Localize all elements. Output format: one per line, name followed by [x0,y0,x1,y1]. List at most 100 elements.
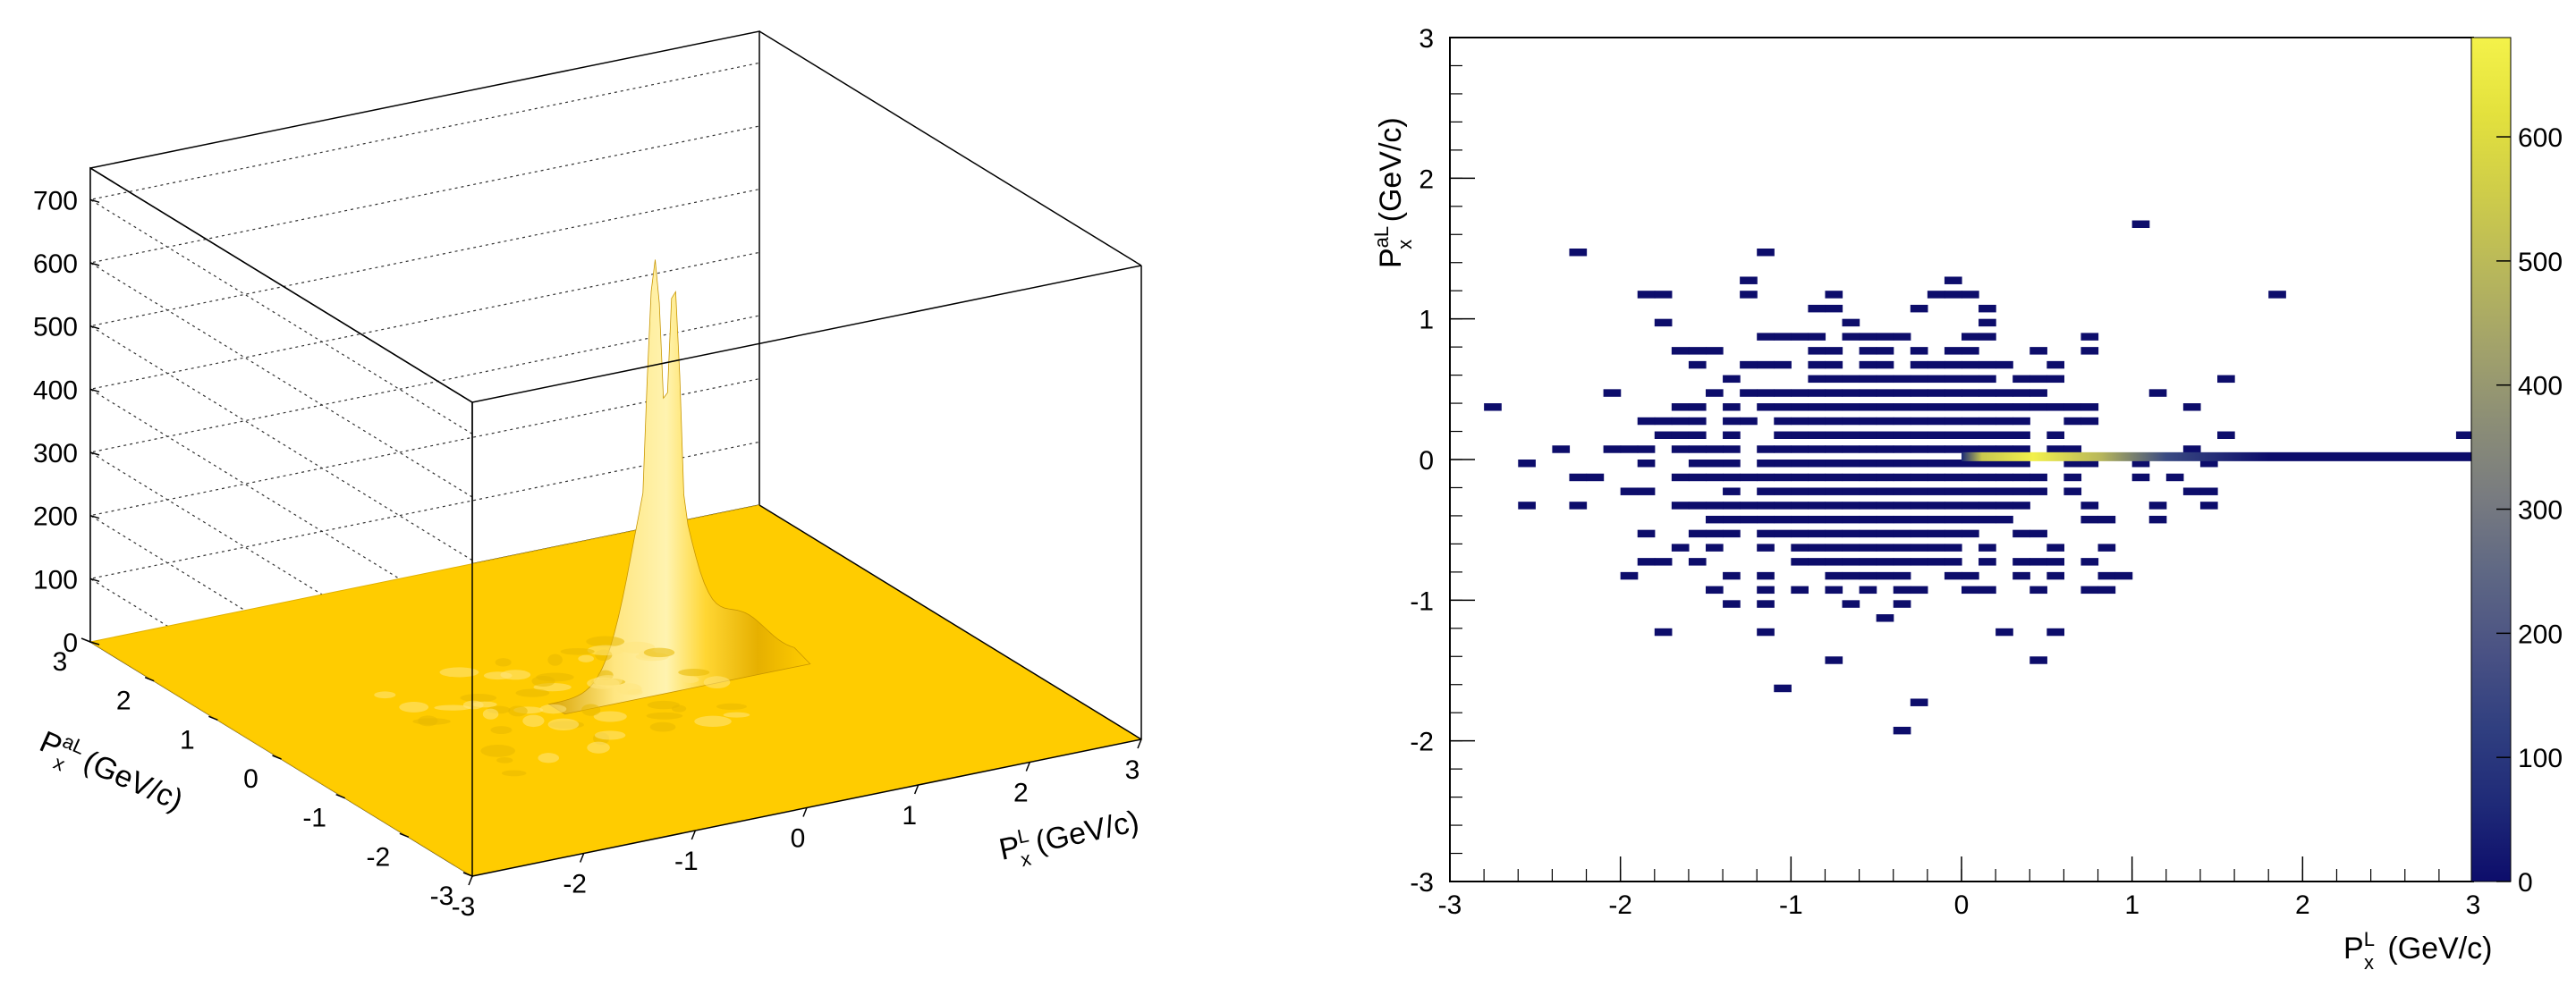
surface-z-tick-label: 0 [63,628,78,658]
histogram-cell [2080,558,2099,566]
histogram-cell [2165,473,2184,482]
histogram-x-tick-label: 2 [2295,890,2310,920]
histogram-cell [2046,628,2064,637]
histogram-cell [1518,502,1536,510]
histogram-x-tick-label: -2 [1608,890,1632,920]
histogram-cell [1927,502,1945,510]
histogram-cell [1910,473,1928,482]
histogram-cell [1825,389,1843,397]
histogram-cell [1876,389,1894,397]
histogram-cell [1859,529,1877,538]
histogram-cell [1791,403,1809,411]
surface-ripple [694,715,732,728]
histogram-cell [1962,586,1979,595]
histogram-cell [1893,460,1911,468]
surface-z-tick-label: 500 [33,313,78,342]
histogram-cell [1962,347,1979,355]
surface-ripple [578,654,595,662]
surface-gridline [89,378,760,751]
histogram-cell [1740,417,1758,426]
histogram-cell [2182,487,2201,495]
surface-y-tick-label: -3 [430,882,454,911]
histogram-cell [1876,502,1894,510]
histogram-cell [1859,360,1877,369]
histogram-cell [1774,515,1792,524]
histogram-cell [1979,502,1996,510]
histogram-cell [2029,487,2047,495]
histogram-cell [1774,360,1792,369]
histogram-cell [2012,417,2030,426]
histogram-y-tick-label: -2 [1410,728,1434,757]
histogram-cell [1774,431,1792,439]
histogram-cell [1962,389,1979,397]
surface-x-tick-label: -2 [563,870,587,899]
surface-y-tick-label: -1 [302,804,326,833]
histogram-cell [1979,515,1996,524]
histogram-cell [2046,558,2064,566]
histogram-cell [1757,586,1775,595]
histogram-cell [1706,347,1724,355]
surface-ripple [412,718,451,725]
histogram-cell [1791,558,1809,566]
histogram-cell [1706,544,1724,552]
histogram-cell [1910,698,1928,706]
histogram-cell [1893,333,1911,341]
histogram-x-ticks: -3 -2 -1 0 1 2 3 [1438,856,2480,920]
colorbar [2470,37,2512,882]
surface-ripple [643,647,675,658]
histogram-cell [1979,445,1996,453]
histogram-cell [2046,571,2064,580]
histogram-cell [1876,347,1894,355]
histogram-cell [1979,417,1996,426]
histogram-cell [1910,360,1928,369]
histogram-cell [1876,529,1894,538]
histogram-cell [1825,347,1843,355]
histogram-cell [2029,375,2047,384]
histogram-cell [1637,460,1656,468]
histogram-cell [1791,515,1809,524]
histogram-cell [1842,431,1860,439]
histogram-cell [1962,375,1979,384]
histogram-cell [1876,544,1894,552]
histogram-cell [1825,586,1843,595]
histogram-cell [1996,417,2013,426]
histogram-cell [1723,375,1741,384]
histogram-cell [1927,558,1945,566]
histogram-cell [1893,403,1911,411]
histogram-cell [2012,375,2030,384]
histogram-cell [1876,460,1894,468]
histogram-cell [1859,417,1877,426]
surface-ripple [587,741,610,754]
histogram-cell [1876,614,1894,622]
surface-ripple [522,714,545,728]
histogram-y-tick-label: 1 [1419,306,1434,335]
histogram-cell [2080,502,2099,510]
histogram-cell [1706,502,1724,510]
histogram-cell [1757,628,1775,637]
histogram-x-tick-label: -3 [1438,890,1462,920]
colorbar-tick-label: 300 [2518,496,2563,526]
histogram-cell [1910,529,1928,538]
histogram-cell [1962,333,1979,341]
histogram-cell [2029,529,2047,538]
surface-ripple [646,712,683,720]
histogram-cell [1808,515,1826,524]
histogram-cell [1825,460,1843,468]
surface-gridline [89,315,760,688]
histogram-cell [1859,586,1877,595]
histogram-cell [1808,445,1826,453]
histogram-cell [2063,445,2082,453]
histogram-cell [1927,544,1945,552]
histogram-cell [1723,571,1741,580]
histogram-cell [2029,656,2047,664]
histogram-cell [1842,473,1860,482]
histogram-cell [1808,333,1826,341]
histogram-cell [1859,487,1877,495]
histogram-cell [1688,360,1707,369]
surface-y-ticks: -3 -2 -1 0 1 2 3 [53,637,473,911]
histogram-cell [1825,431,1843,439]
histogram-cell [1791,544,1809,552]
histogram-cell [2012,529,2030,538]
histogram-cell [1671,347,1690,355]
surface-y-tick [462,872,473,877]
